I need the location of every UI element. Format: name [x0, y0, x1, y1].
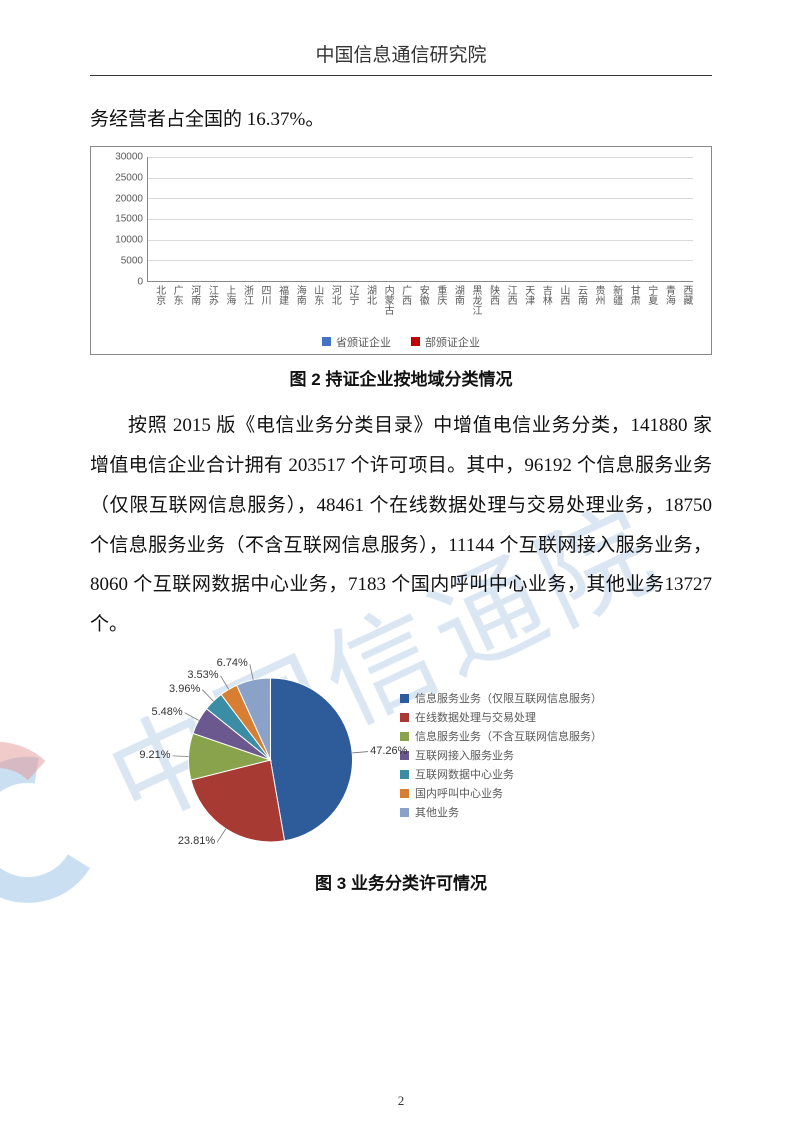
bar-chart-xlabel: 黑龙江 [465, 285, 480, 333]
bar-chart-xlabel: 重庆 [430, 285, 445, 333]
body-paragraph-2: 按照 2015 版《电信业务分类目录》中增值电信业务分类，141880 家增值电… [90, 406, 712, 645]
bar-chart-xlabel: 天津 [518, 285, 533, 333]
bar-chart-xlabel: 福建 [272, 285, 287, 333]
bar-chart-xlabel: 山东 [307, 285, 322, 333]
bar-chart-xlabel: 湖北 [360, 285, 375, 333]
bar-chart-legend: 省颁证企业部颁证企业 [103, 332, 699, 350]
bar-chart-xlabel: 上海 [219, 285, 234, 333]
bar-chart-xlabel: 河南 [184, 285, 199, 333]
figure-2-bar-chart: 0 5000 10000 15000 20000 25000 30000 北京广东河南江苏上海… [90, 146, 712, 355]
bar-chart-ytick: 0 [103, 276, 143, 287]
pie-legend-item: 信息服务业务（不含互联网信息服务） [400, 728, 602, 744]
figure-3-pie-chart: 47.26% 23.81% 9.21% 5.48% 3.96% 3.53%6.74% 信息… [90, 645, 712, 861]
bar-chart-xlabel: 安徽 [413, 285, 428, 333]
figure-3-caption: 图 3 业务分类许可情况 [90, 869, 712, 894]
bar-chart-xlabel: 海南 [290, 285, 305, 333]
bar-chart-xlabel: 湖南 [448, 285, 463, 333]
bar-chart-xlabel: 宁夏 [641, 285, 656, 333]
header-rule [90, 75, 712, 76]
bar-chart-xlabel: 北京 [149, 285, 164, 333]
bar-chart-xlabel: 内蒙古 [378, 285, 393, 333]
pie-legend-item: 互联网接入服务业务 [400, 747, 602, 763]
pie-legend-item: 其他业务 [400, 804, 602, 820]
bar-chart-xlabel: 浙江 [237, 285, 252, 333]
pie-slice-label: 47.26% [370, 745, 407, 757]
bar-chart-xlabel: 河北 [325, 285, 340, 333]
figure-2-caption: 图 2 持证企业按地域分类情况 [90, 365, 712, 390]
page: 中国信息通信研究院 务经营者占全国的 16.37%。 0 5000 10000 150… [0, 0, 802, 940]
bar-chart-xlabel: 广西 [395, 285, 410, 333]
page-number: 2 [0, 1093, 802, 1109]
pie-legend-item: 互联网数据中心业务 [400, 766, 602, 782]
pie-slice-label: 5.48% [151, 706, 182, 718]
bar-chart-ytick: 5000 [103, 256, 143, 267]
page-header-title: 中国信息通信研究院 [90, 40, 712, 67]
bar-chart-ytick: 10000 [103, 235, 143, 246]
body-paragraph-1: 务经营者占全国的 16.37%。 [90, 100, 712, 140]
bar-chart-xlabel: 云南 [571, 285, 586, 333]
bar-chart-xlabel: 山西 [553, 285, 568, 333]
pie-legend-item: 国内呼叫中心业务 [400, 785, 602, 801]
bar-chart-xlabel: 西藏 [676, 285, 691, 333]
bar-chart-ytick: 30000 [103, 151, 143, 162]
bar-chart-ytick: 20000 [103, 193, 143, 204]
bar-chart-xlabel: 贵州 [588, 285, 603, 333]
bar-chart-ytick: 15000 [103, 214, 143, 225]
bar-chart-xlabel: 四川 [254, 285, 269, 333]
pie-slice-label: 9.21% [139, 749, 170, 761]
pie-slice-label: 3.96% [169, 683, 200, 695]
bar-chart-ytick: 25000 [103, 172, 143, 183]
pie-legend-item: 在线数据处理与交易处理 [400, 709, 602, 725]
bar-chart-xlabel: 甘肃 [624, 285, 639, 333]
pie-slice-label: 6.74% [217, 657, 248, 669]
bar-chart-xlabel: 新疆 [606, 285, 621, 333]
bar-chart-xlabel: 广东 [167, 285, 182, 333]
bar-chart-xlabel: 陕西 [483, 285, 498, 333]
pie-legend-item: 信息服务业务（仅限互联网信息服务） [400, 690, 602, 706]
pie-slice-label: 3.53% [187, 669, 218, 681]
bar-chart-xlabel: 吉林 [536, 285, 551, 333]
bar-chart-xlabel: 青海 [659, 285, 674, 333]
bar-chart-xlabel: 江西 [501, 285, 516, 333]
pie-slice-label: 23.81% [178, 835, 215, 847]
pie-legend: 信息服务业务（仅限互联网信息服务） 在线数据处理与交易处理信息服务业务（不含互联网… [400, 687, 602, 823]
bar-chart-xlabel: 江苏 [202, 285, 217, 333]
bar-chart-xlabel: 辽宁 [342, 285, 357, 333]
